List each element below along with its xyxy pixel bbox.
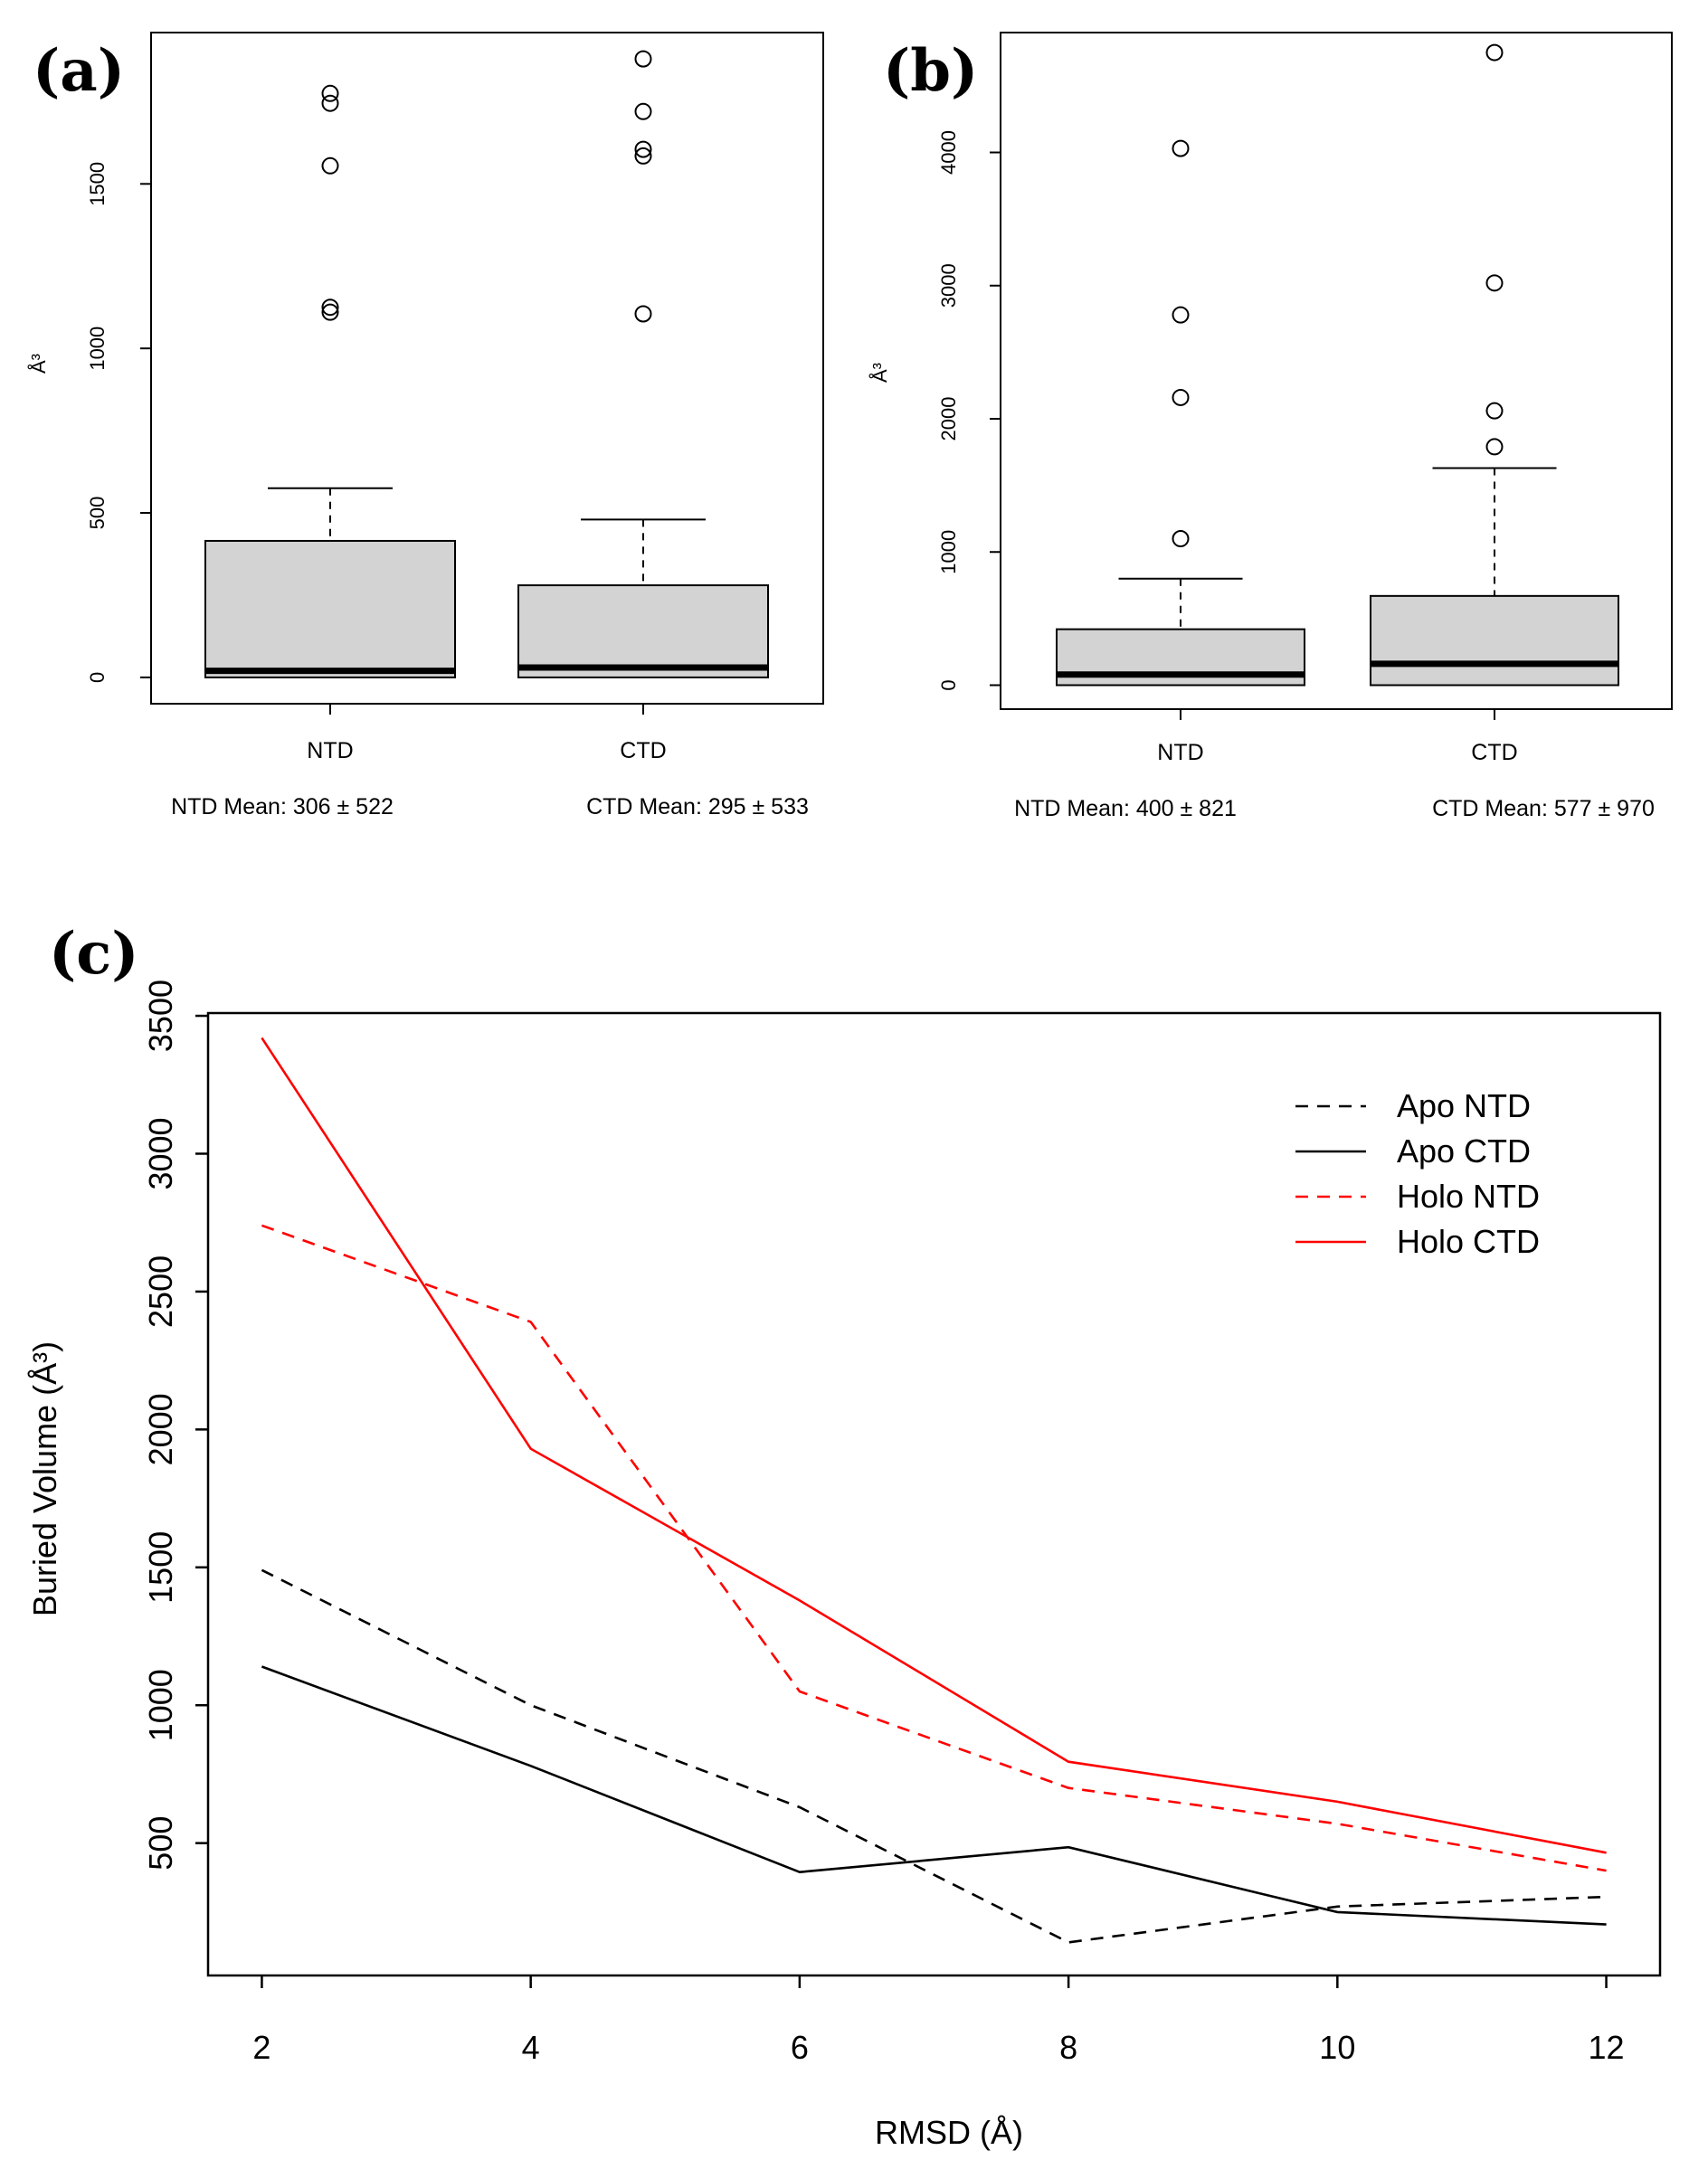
panel-a-y-tick-label: 0 [86,672,109,683]
panel-a-box-ntd [204,539,456,678]
panel-b-boxplot: (b) 0 1000 2000 3000 4000 NTD CTD Å³ NTD Mean:… [868,32,1673,821]
panel-c-x-tick-label: 6 [791,2029,809,2066]
panel-c-x-tick-label: 4 [522,2029,540,2066]
panel-a-y-tick-label: 1000 [86,327,109,371]
panel-a-ntd-caption: NTD Mean: 306 ± 522 [171,794,394,819]
panel-a-x-tick-label: CTD [620,738,666,763]
panel-c-y-tick-label: 1000 [142,1669,179,1741]
panel-b-outlier-point [1172,388,1190,406]
panel-c-legend-label: Apo CTD [1397,1132,1531,1170]
panel-c-label: (c) [49,920,139,988]
panel-a-label: (a) [33,37,125,105]
panel-a-outlier-point [634,50,652,68]
panel-a-outlier-point [321,84,339,102]
panel-a-outlier-point [321,94,339,112]
panel-c-y-tick-label: 3000 [142,1117,179,1189]
panel-c-legend: Apo NTD Apo CTD Holo NTD Holo CTD [1295,1087,1540,1260]
panel-a-boxplot: (a) 0 500 1000 1500 NTD CTD Å³ NTD Mean: 306 … [27,32,824,819]
panel-b-outlier-point [1485,274,1504,292]
panel-c-series-holo-ctd [261,1037,1607,1854]
panel-c-x-tick-label: 8 [1059,2029,1077,2066]
panel-a-outlier-point [634,305,652,323]
panel-c-y-tick-label: 1500 [142,1531,179,1604]
panel-a-x-tick-label: NTD [307,738,353,763]
panel-a-y-axis-label: Å³ [27,354,50,374]
panel-b-y-tick-label: 2000 [937,397,960,441]
panel-a-ctd-caption: CTD Mean: 295 ± 533 [586,794,809,819]
panel-b-ntd-caption: NTD Mean: 400 ± 821 [1014,796,1237,821]
panel-c-x-axis-label: RMSD (Å) [875,2114,1023,2151]
panel-c-x-tick-label: 2 [252,2029,270,2066]
panel-c-x-tick-label: 12 [1589,2029,1625,2066]
panel-a-outlier-point [634,140,652,158]
panel-c-series-apo-ctd [261,1665,1607,1926]
panel-c-y-tick-label: 2500 [142,1255,179,1328]
panel-b-y-axis-label: Å³ [868,363,891,383]
panel-c-legend-label: Holo CTD [1397,1223,1540,1260]
panel-a-outlier-point [321,156,339,175]
panel-b-y-tick-label: 0 [937,679,960,690]
panel-b-y-tick-label: 3000 [937,263,960,308]
panel-a-outlier-point [321,298,339,317]
panel-b-ctd-caption: CTD Mean: 577 ± 970 [1432,796,1655,821]
panel-b-x-tick-label: CTD [1471,740,1517,765]
panel-a-y-tick-label: 1500 [86,162,109,206]
panel-b-outlier-point [1485,43,1504,62]
panel-b-y-tick-label: 1000 [937,530,960,574]
panel-a-outlier-point [321,303,339,321]
panel-c-x-tick-label: 10 [1319,2029,1355,2066]
panel-c-series-apo-ntd [261,1568,1607,1944]
panel-b-y-tick-label: 4000 [937,130,960,175]
panel-b-outlier-point [1172,139,1190,157]
panel-b-label: (b) [883,37,978,105]
panel-a-y-tick-label: 500 [86,497,109,530]
panel-c-legend-label: Holo NTD [1397,1178,1540,1215]
panel-c-linechart: (c) 2 4 6 8 10 12 500 1000 1500 2000 2500 3000 3500 A… [26,920,1662,2151]
panel-a-box-ctd [517,584,769,678]
panel-b-outlier-point [1172,530,1190,548]
panel-c-y-tick-label: 3500 [142,980,179,1052]
panel-b-outlier-point [1485,438,1504,456]
panel-b-box-ctd [1370,594,1619,687]
panel-a-outlier-point [634,147,652,165]
panel-c-y-axis-label: Buried Volume (Å³) [26,1341,63,1616]
panel-c-y-tick-label: 2000 [142,1393,179,1465]
panel-c-y-tick-label: 500 [142,1816,179,1871]
panel-b-x-tick-label: NTD [1157,740,1203,765]
panel-b-outlier-point [1172,306,1190,324]
panel-c-legend-label: Apo NTD [1397,1087,1531,1124]
panel-b-outlier-point [1485,402,1504,420]
panel-c-plot-frame [206,1011,1662,1977]
panel-a-outlier-point [634,102,652,120]
